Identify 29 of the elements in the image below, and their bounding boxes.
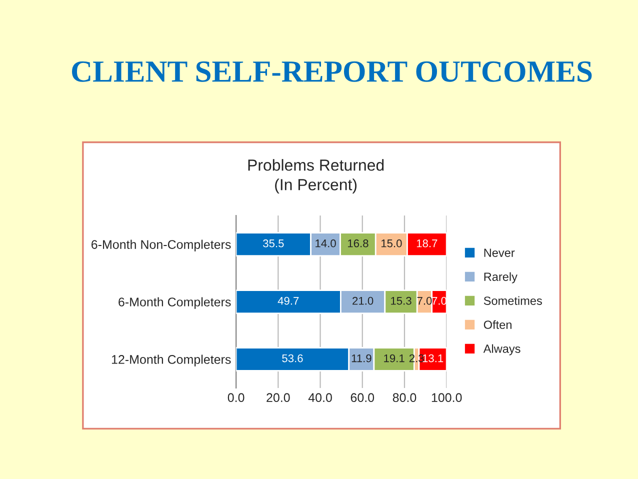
data-label: 15.0	[381, 239, 402, 248]
legend-label: Often	[484, 320, 512, 329]
data-label: 21.0	[352, 296, 374, 305]
data-label: 53.6	[282, 354, 303, 362]
legend-label: Never	[484, 248, 515, 257]
data-label: 7.0	[417, 296, 432, 305]
x-tick-label: 20.0	[266, 393, 290, 402]
x-tick-label: 60.0	[350, 393, 374, 402]
data-label: 35.5	[263, 239, 284, 248]
x-tick-label: 0.0	[228, 393, 244, 402]
chart-title: CLIENT SELF-REPORT OUTCOMES	[72, 61, 592, 82]
x-tick-label: 100.0	[432, 393, 462, 402]
x-tick-label: 80.0	[392, 393, 416, 402]
data-label: 15.3	[391, 296, 412, 305]
legend-label: Rarely	[484, 272, 518, 284]
data-label: 14.0	[316, 239, 336, 248]
data-label: 19.1	[384, 354, 404, 362]
legend-label: Sometimes	[484, 296, 542, 305]
chart-subtitle: Problems Returned (In Percent)	[248, 159, 384, 194]
y-tick-label: 12-Month Completers	[112, 354, 231, 366]
x-tick-label: 40.0	[308, 393, 332, 402]
y-tick-label: 6-Month Non-Completers	[92, 240, 231, 252]
data-label: 16.8	[348, 239, 368, 248]
data-label: 13.1	[422, 354, 444, 362]
data-label: 49.7	[278, 296, 299, 305]
y-tick-label: 6-Month Completers	[118, 297, 231, 309]
data-label: 11.9	[352, 354, 372, 362]
data-label: 18.7	[416, 239, 438, 248]
legend-label: Always	[483, 344, 520, 356]
